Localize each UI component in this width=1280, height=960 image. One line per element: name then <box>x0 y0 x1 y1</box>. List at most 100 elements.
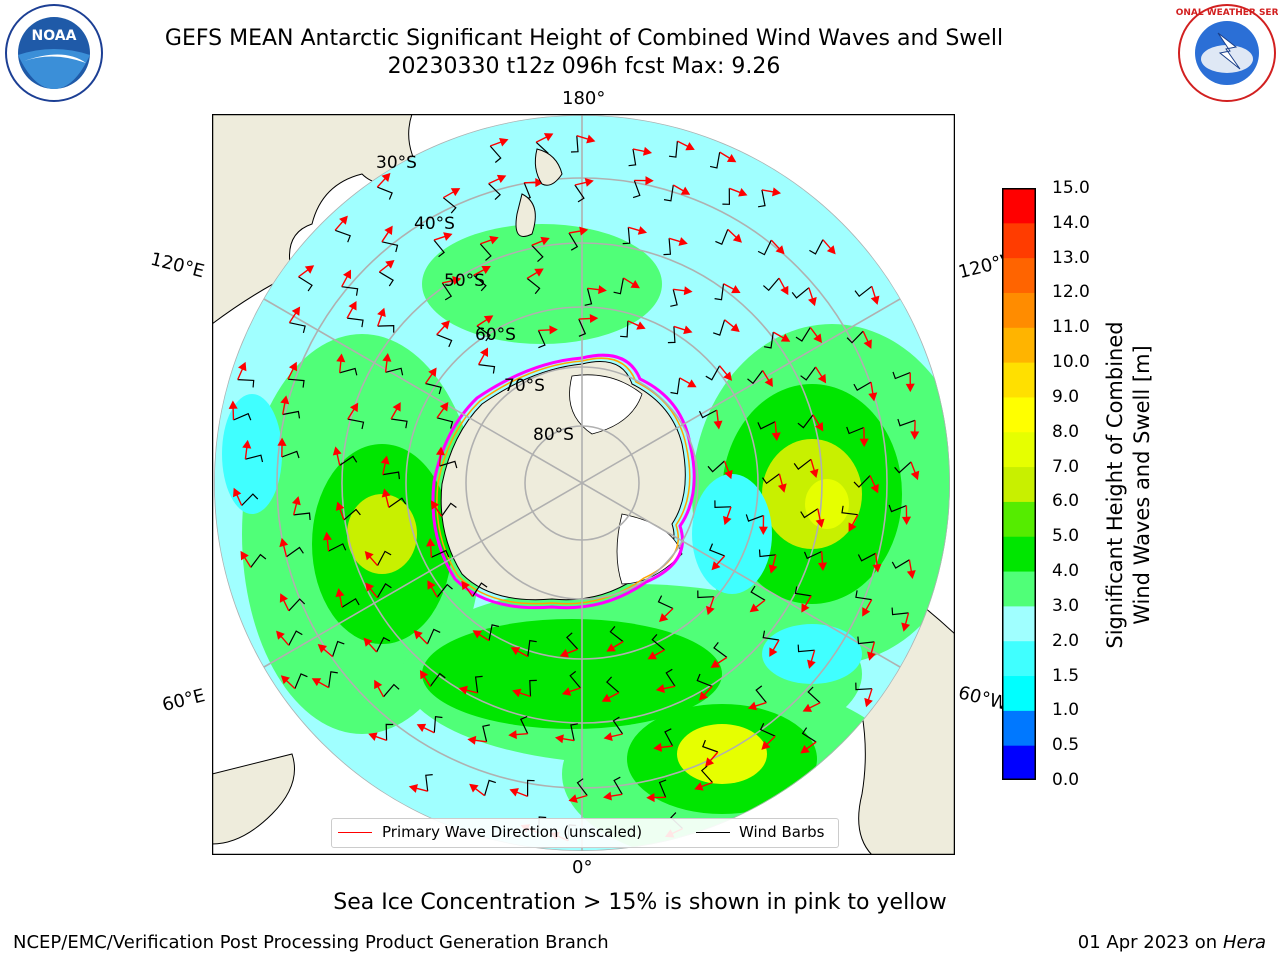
wave-direction-arrow <box>749 599 766 613</box>
colorbar-label-line1: Significant Height of Combined <box>1103 321 1127 649</box>
wave-direction-arrow <box>808 287 817 307</box>
ice-shelf-ross <box>569 374 643 435</box>
wind-barb <box>478 364 496 374</box>
footer-branch: NCEP/EMC/Verification Post Processing Pr… <box>13 932 609 953</box>
wind-barb <box>332 640 345 657</box>
wave-direction-arrow <box>901 505 912 526</box>
wave-direction-arrow <box>334 215 348 231</box>
wave-direction-arrow <box>862 599 873 617</box>
wind-barb <box>709 151 721 169</box>
colorbar-tick-label: 5.0 <box>1052 526 1080 547</box>
wave-direction-arrow <box>335 588 345 608</box>
wind-barb <box>286 546 304 558</box>
wave-direction-arrow <box>442 276 462 285</box>
lat-label-40s: 40°S <box>414 214 455 234</box>
wave-direction-arrow <box>322 531 332 552</box>
wave-direction-arrow <box>554 734 575 744</box>
graticule <box>214 115 950 851</box>
footer-machine: Hera <box>1222 932 1266 953</box>
wave-direction-arrow <box>705 596 715 616</box>
wave-direction-arrow <box>280 675 296 690</box>
wave-direction-arrow <box>603 732 623 741</box>
wind-barb <box>436 334 453 348</box>
wave-direction-arrow <box>587 285 607 295</box>
wave-direction-arrow <box>777 473 787 493</box>
wind-barb <box>612 716 624 735</box>
wind-barb <box>747 370 764 385</box>
wind-barb <box>574 184 585 203</box>
wave-direction-arrow <box>430 500 443 517</box>
colorbar-tick-label: 11.0 <box>1052 317 1090 338</box>
colorbar-cell <box>1002 536 1036 572</box>
wind-barb <box>853 381 872 392</box>
wind-barb <box>441 282 453 301</box>
wave-direction-arrow <box>561 687 581 696</box>
colorbar-cell <box>1002 396 1036 433</box>
wind-barb <box>791 287 810 299</box>
footer-date-text: 01 Apr 2023 on <box>1077 932 1223 953</box>
wave-direction-arrow <box>363 637 378 653</box>
colorbar-cell <box>1002 222 1036 259</box>
wind-barb <box>709 543 725 557</box>
wind-barb <box>763 332 774 349</box>
colorbar-tick-label: 6.0 <box>1052 491 1080 512</box>
wave-direction-arrow <box>559 648 578 658</box>
wind-barb <box>382 471 400 480</box>
wind-barb <box>714 283 725 301</box>
wave-direction-arrow <box>364 551 379 567</box>
wave-direction-arrow <box>761 187 782 197</box>
wind-barb <box>341 286 359 296</box>
wind-barb <box>888 504 907 513</box>
wind-barb <box>670 377 681 395</box>
wave-direction-arrow <box>228 400 238 421</box>
wind-barb <box>745 514 764 522</box>
wave-direction-arrow <box>461 580 474 597</box>
wave-direction-arrow <box>723 460 733 480</box>
wave-direction-arrow <box>668 237 688 246</box>
wind-barb <box>667 326 676 344</box>
wave-direction-arrow <box>719 365 733 381</box>
wave-direction-arrow <box>634 176 654 186</box>
colorbar-label: Significant Height of Combined Wind Wave… <box>1102 225 1156 745</box>
wind-barb <box>757 189 766 208</box>
wave-direction-arrow <box>659 607 674 623</box>
wave-direction-arrow <box>341 269 351 288</box>
colorbar-cell <box>1002 257 1036 293</box>
wave-direction-arrow <box>723 283 741 294</box>
wind-barb <box>241 493 259 506</box>
wind-barb <box>715 229 729 245</box>
wave-direction-arrow <box>347 402 359 420</box>
wind-barb <box>531 244 544 263</box>
wind-barb <box>632 180 641 199</box>
wind-barb <box>381 241 399 253</box>
wind-barb <box>702 739 719 753</box>
wave-direction-arrow <box>288 306 301 324</box>
wave-direction-arrow <box>815 366 827 384</box>
wave-direction-arrow <box>762 370 773 388</box>
wave-direction-arrow <box>512 688 531 698</box>
wind-barb <box>698 409 718 419</box>
wave-direction-arrow <box>335 501 345 521</box>
wave-direction-arrow <box>862 330 872 349</box>
wave-direction-legend-line <box>338 832 372 833</box>
wave-direction-arrow <box>435 446 446 467</box>
wave-direction-arrow <box>568 226 589 236</box>
wind-barb <box>722 188 731 205</box>
wind-barb <box>282 410 301 419</box>
wind-barb <box>347 317 364 328</box>
wave-direction-arrow <box>809 326 822 343</box>
wave-direction-arrow <box>509 788 528 798</box>
wave-direction-arrow <box>694 781 713 791</box>
wave-direction-arrow <box>408 784 428 793</box>
wind-barb <box>762 473 780 485</box>
wave-direction-arrow <box>531 236 550 246</box>
lat-label-80s: 80°S <box>533 425 574 445</box>
wave-direction-arrow <box>380 455 390 475</box>
colorbar-cell <box>1002 431 1036 468</box>
wind-barb-legend-line <box>696 832 730 833</box>
wave-direction-arrow <box>378 259 395 273</box>
lon-label-60e: 60°E <box>160 685 208 716</box>
sea-ice-note: Sea Ice Concentration > 15% is shown in … <box>333 890 947 915</box>
wave-direction-arrow <box>276 630 290 646</box>
lon-label-120e: 120°E <box>148 248 207 283</box>
